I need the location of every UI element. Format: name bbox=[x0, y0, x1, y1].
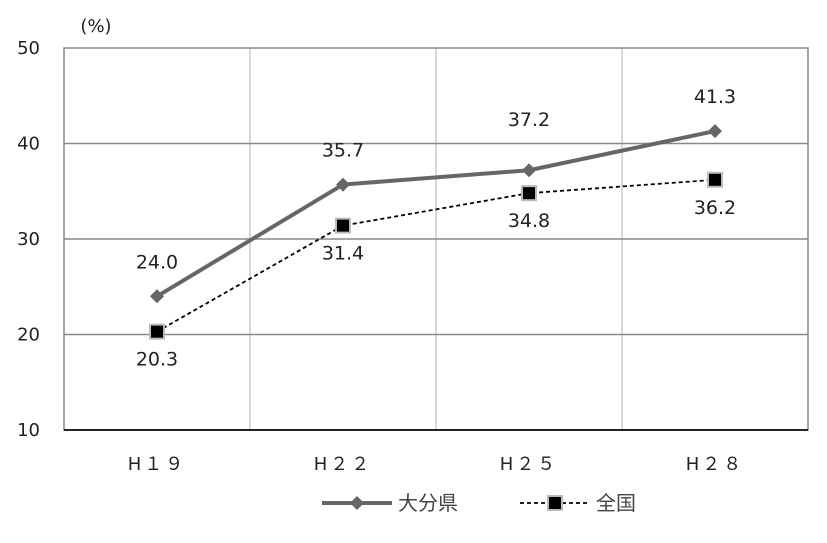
data-point-square bbox=[547, 495, 563, 511]
grid bbox=[64, 48, 808, 430]
data-point-diamond bbox=[522, 163, 536, 178]
x-tick-label: H２５ bbox=[500, 454, 559, 475]
data-point-square bbox=[335, 217, 351, 234]
x-tick-label: H１９ bbox=[128, 454, 187, 475]
legend-item: 全国 bbox=[520, 491, 636, 515]
y-tick-label: 20 bbox=[17, 325, 40, 346]
legend-label: 全国 bbox=[596, 491, 636, 515]
series-dashed bbox=[149, 171, 723, 340]
series-line bbox=[156, 178, 716, 333]
data-point-square bbox=[707, 171, 723, 188]
y-axis-ticks: 10 20 30 40 50 bbox=[17, 38, 40, 441]
legend-item: 大分県 bbox=[322, 491, 458, 515]
data-point-diamond bbox=[350, 496, 364, 510]
y-tick-label: 40 bbox=[17, 134, 40, 155]
data-label: 37.2 bbox=[508, 109, 550, 131]
data-label: 20.3 bbox=[136, 349, 178, 371]
data-point-square bbox=[521, 185, 537, 202]
x-axis-ticks: H１９ H２２ H２５ H２８ bbox=[128, 454, 745, 475]
data-label: 41.3 bbox=[694, 86, 736, 108]
data-label: 36.2 bbox=[694, 197, 736, 219]
data-point-diamond bbox=[336, 177, 350, 192]
y-tick-label: 30 bbox=[17, 229, 40, 250]
data-label: 24.0 bbox=[136, 251, 178, 273]
y-tick-label: 50 bbox=[17, 38, 40, 59]
series-line bbox=[155, 129, 716, 299]
series bbox=[149, 124, 723, 340]
x-tick-label: H２２ bbox=[314, 454, 373, 475]
data-labels: 24.0 35.7 37.2 41.3 20.3 31.4 34.8 36.2 bbox=[136, 86, 736, 371]
x-tick-label: H２８ bbox=[686, 454, 745, 475]
legend: 大分県 全国 bbox=[322, 491, 636, 515]
legend-label: 大分県 bbox=[398, 491, 458, 515]
data-label: 35.7 bbox=[322, 140, 364, 162]
series-solid bbox=[150, 124, 722, 304]
data-point-diamond bbox=[708, 124, 722, 139]
data-point-diamond bbox=[150, 289, 164, 304]
data-label: 34.8 bbox=[508, 210, 550, 232]
y-tick-label: 10 bbox=[17, 420, 40, 441]
data-label: 31.4 bbox=[322, 243, 364, 265]
y-axis-unit-label: (%) bbox=[80, 16, 111, 37]
data-point-square bbox=[149, 323, 165, 340]
